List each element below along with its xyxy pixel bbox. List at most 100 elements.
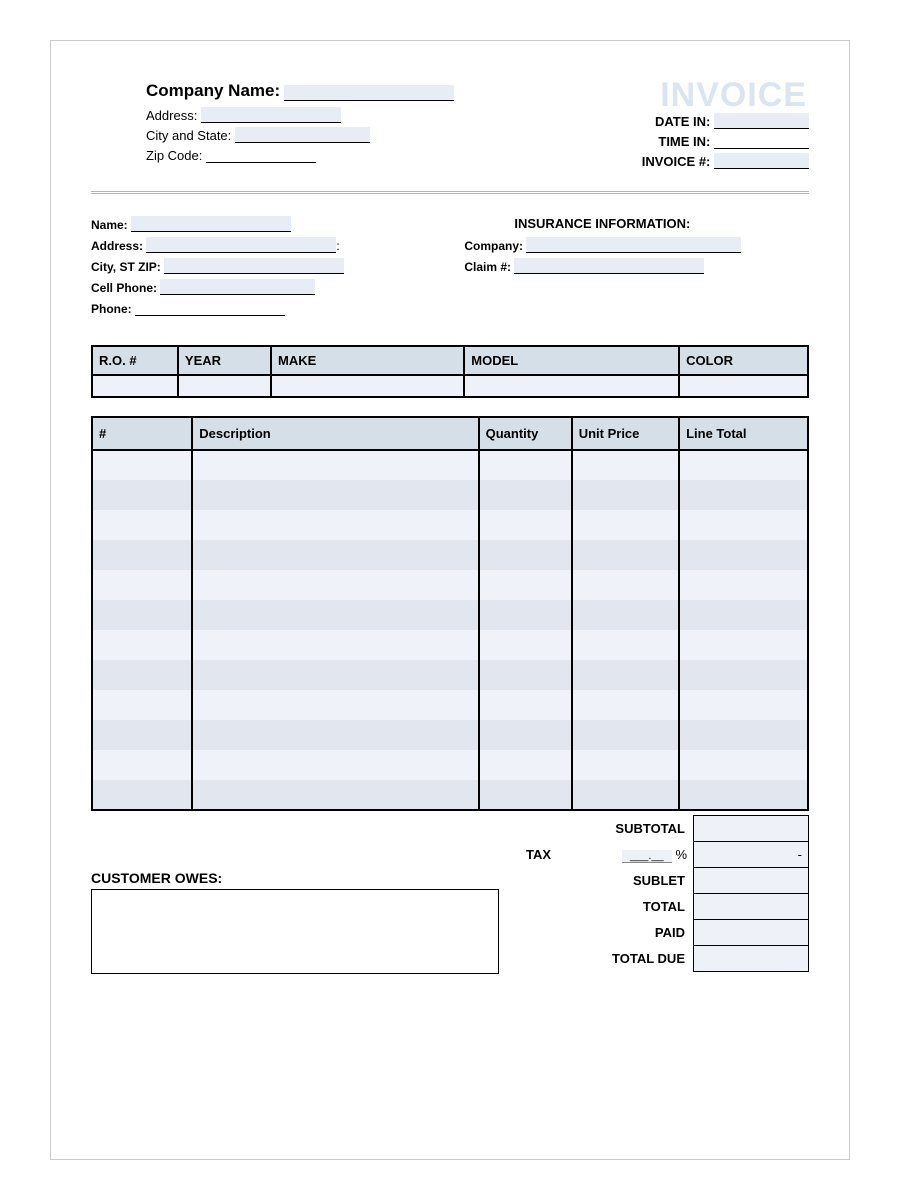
items-cell[interactable] xyxy=(192,630,478,660)
items-cell[interactable] xyxy=(192,690,478,720)
items-cell[interactable] xyxy=(92,720,192,750)
items-cell[interactable] xyxy=(192,720,478,750)
items-cell[interactable] xyxy=(679,450,808,480)
cust-citystzip-input[interactable] xyxy=(164,258,344,274)
items-cell[interactable] xyxy=(572,600,679,630)
items-cell[interactable] xyxy=(479,780,572,810)
vh-color-input[interactable] xyxy=(679,375,808,397)
items-cell[interactable] xyxy=(92,480,192,510)
paid-value[interactable] xyxy=(694,920,809,946)
items-cell[interactable] xyxy=(192,510,478,540)
items-cell[interactable] xyxy=(679,720,808,750)
date-in-input[interactable] xyxy=(714,113,809,129)
items-cell[interactable] xyxy=(479,450,572,480)
items-cell[interactable] xyxy=(572,510,679,540)
items-cell[interactable] xyxy=(679,510,808,540)
tax-pct-input[interactable]: ___.__ xyxy=(622,850,672,863)
time-in-input[interactable] xyxy=(714,133,809,149)
items-cell[interactable] xyxy=(92,570,192,600)
items-cell[interactable] xyxy=(479,690,572,720)
total-due-label: TOTAL DUE xyxy=(559,946,693,972)
items-cell[interactable] xyxy=(92,750,192,780)
divider-line xyxy=(91,191,809,194)
company-name-input[interactable] xyxy=(284,85,454,101)
items-cell[interactable] xyxy=(572,630,679,660)
date-in-label: DATE IN: xyxy=(655,114,710,129)
items-cell[interactable] xyxy=(679,660,808,690)
customer-owes-box[interactable] xyxy=(91,889,499,974)
cust-address-input[interactable] xyxy=(146,237,336,253)
items-cell[interactable] xyxy=(572,780,679,810)
invoice-no-input[interactable] xyxy=(714,153,809,169)
sublet-value[interactable] xyxy=(694,868,809,894)
items-cell[interactable] xyxy=(479,600,572,630)
vh-model-input[interactable] xyxy=(464,375,679,397)
cust-name-input[interactable] xyxy=(131,216,291,232)
ins-claim-input[interactable] xyxy=(514,258,704,274)
items-cell[interactable] xyxy=(679,570,808,600)
items-cell[interactable] xyxy=(572,540,679,570)
items-cell[interactable] xyxy=(479,660,572,690)
total-due-value[interactable] xyxy=(694,946,809,972)
company-name-label: Company Name: xyxy=(146,81,280,100)
items-cell[interactable] xyxy=(572,720,679,750)
items-cell[interactable] xyxy=(92,690,192,720)
cust-cell-input[interactable] xyxy=(160,279,315,295)
items-cell[interactable] xyxy=(92,450,192,480)
items-cell[interactable] xyxy=(679,600,808,630)
items-row xyxy=(92,480,808,510)
insurance-title: INSURANCE INFORMATION: xyxy=(464,216,809,231)
items-cell[interactable] xyxy=(572,690,679,720)
items-cell[interactable] xyxy=(679,750,808,780)
items-cell[interactable] xyxy=(479,720,572,750)
vh-ro-input[interactable] xyxy=(92,375,178,397)
paid-label: PAID xyxy=(559,920,693,946)
vh-year-input[interactable] xyxy=(178,375,271,397)
items-cell[interactable] xyxy=(679,630,808,660)
items-cell[interactable] xyxy=(192,480,478,510)
zip-input[interactable] xyxy=(206,147,316,163)
items-row xyxy=(92,780,808,810)
items-cell[interactable] xyxy=(479,570,572,600)
items-cell[interactable] xyxy=(679,690,808,720)
items-cell[interactable] xyxy=(479,540,572,570)
items-cell[interactable] xyxy=(572,660,679,690)
items-cell[interactable] xyxy=(192,780,478,810)
vehicle-table: R.O. # YEAR MAKE MODEL COLOR xyxy=(91,345,809,398)
items-cell[interactable] xyxy=(479,750,572,780)
items-cell[interactable] xyxy=(92,660,192,690)
subtotal-value[interactable] xyxy=(694,816,809,842)
items-cell[interactable] xyxy=(572,480,679,510)
cust-phone-label: Phone: xyxy=(91,302,132,316)
items-cell[interactable] xyxy=(92,540,192,570)
items-cell[interactable] xyxy=(679,780,808,810)
address-input[interactable] xyxy=(201,107,341,123)
vh-make-input[interactable] xyxy=(271,375,464,397)
items-table: # Description Quantity Unit Price Line T… xyxy=(91,416,809,811)
items-cell[interactable] xyxy=(192,540,478,570)
items-cell[interactable] xyxy=(572,450,679,480)
items-cell[interactable] xyxy=(479,480,572,510)
city-state-input[interactable] xyxy=(235,127,370,143)
items-row xyxy=(92,450,808,480)
items-cell[interactable] xyxy=(92,630,192,660)
items-cell[interactable] xyxy=(92,600,192,630)
items-cell[interactable] xyxy=(192,600,478,630)
invoice-page: INVOICE Company Name: Address: City and … xyxy=(50,40,850,1160)
items-cell[interactable] xyxy=(92,780,192,810)
items-cell[interactable] xyxy=(192,660,478,690)
cust-phone-input[interactable] xyxy=(135,300,285,316)
items-cell[interactable] xyxy=(192,450,478,480)
items-cell[interactable] xyxy=(572,750,679,780)
tax-value[interactable]: - xyxy=(694,842,809,868)
items-cell[interactable] xyxy=(92,510,192,540)
items-cell[interactable] xyxy=(479,510,572,540)
ins-company-input[interactable] xyxy=(526,237,741,253)
items-cell[interactable] xyxy=(479,630,572,660)
items-cell[interactable] xyxy=(192,570,478,600)
total-value[interactable] xyxy=(694,894,809,920)
items-cell[interactable] xyxy=(679,540,808,570)
items-cell[interactable] xyxy=(192,750,478,780)
items-cell[interactable] xyxy=(572,570,679,600)
items-cell[interactable] xyxy=(679,480,808,510)
